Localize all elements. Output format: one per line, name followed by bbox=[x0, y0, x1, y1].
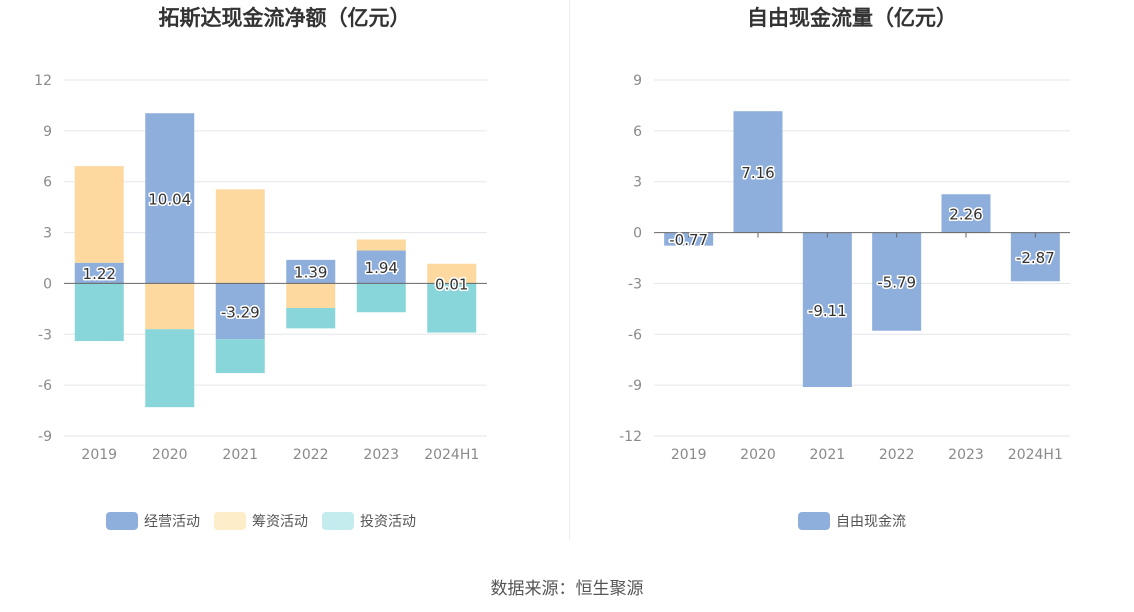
right-data-label: -9.11 bbox=[808, 302, 847, 320]
right-x-category-label: 2024H1 bbox=[1008, 447, 1063, 463]
left-bar-投资活动 bbox=[74, 283, 124, 342]
legend-item-free-cash-flow[interactable]: 自由现金流 bbox=[798, 511, 906, 531]
left-x-category-label: 2020 bbox=[152, 447, 188, 463]
left-x-category-label: 2022 bbox=[293, 447, 329, 463]
legend-swatch-investing bbox=[322, 512, 354, 530]
right-y-tick-label: 0 bbox=[633, 226, 642, 242]
right-y-tick-label: -6 bbox=[628, 327, 642, 343]
right-y-tick-label: 9 bbox=[633, 73, 642, 89]
left-bar-筹资活动 bbox=[145, 283, 195, 330]
right-bar bbox=[941, 194, 991, 233]
left-data-label: -3.29 bbox=[221, 303, 260, 321]
legend-label-free-cash-flow: 自由现金流 bbox=[836, 514, 906, 530]
legend-swatch-operating bbox=[106, 512, 138, 530]
right-data-label: -2.87 bbox=[1016, 249, 1055, 267]
right-data-label: 2.26 bbox=[949, 205, 982, 223]
left-bar-投资活动 bbox=[145, 329, 195, 408]
right-bar bbox=[1010, 232, 1060, 282]
left-y-tick-label: 9 bbox=[43, 124, 52, 140]
left-legend: 经营活动 筹资活动 投资活动 bbox=[106, 511, 430, 531]
left-bar-经营活动 bbox=[145, 113, 195, 284]
left-bar-经营活动 bbox=[215, 283, 265, 340]
right-bar bbox=[664, 232, 714, 246]
left-data-label: 1.39 bbox=[294, 264, 327, 282]
left-data-label: 0.01 bbox=[435, 275, 468, 293]
data-source-note: 数据来源：恒生聚源 bbox=[490, 579, 644, 599]
left-y-tick-label: 3 bbox=[43, 226, 52, 242]
left-y-tick-label: -3 bbox=[38, 327, 52, 343]
left-bar-投资活动 bbox=[286, 308, 336, 329]
left-bar-经营活动 bbox=[286, 259, 336, 284]
left-data-label: 1.22 bbox=[83, 265, 116, 283]
left-y-tick-label: -6 bbox=[38, 378, 52, 394]
left-y-tick-label: -9 bbox=[38, 429, 52, 445]
right-data-label: 7.16 bbox=[741, 164, 774, 182]
left-x-category-label: 2024H1 bbox=[424, 447, 479, 463]
left-bar-经营活动 bbox=[74, 262, 124, 284]
left-y-tick-label: 12 bbox=[34, 73, 52, 89]
left-x-category-label: 2021 bbox=[222, 447, 258, 463]
panel-divider bbox=[569, 0, 570, 540]
legend-item-financing[interactable]: 筹资活动 bbox=[214, 511, 308, 531]
right-x-category-label: 2021 bbox=[810, 447, 846, 463]
right-y-tick-label: -12 bbox=[619, 429, 642, 445]
left-bar-经营活动 bbox=[356, 250, 406, 284]
left-y-tick-label: 6 bbox=[43, 175, 52, 191]
right-y-tick-label: 6 bbox=[633, 124, 642, 140]
legend-label-investing: 投资活动 bbox=[360, 514, 416, 530]
legend-swatch-financing bbox=[214, 512, 246, 530]
right-y-tick-label: 3 bbox=[633, 175, 642, 191]
left-bar-筹资活动 bbox=[74, 166, 124, 263]
right-chart-title: 自由现金流量（亿元） bbox=[747, 6, 957, 30]
left-x-category-label: 2023 bbox=[363, 447, 399, 463]
right-data-label: -0.77 bbox=[669, 231, 708, 249]
right-x-category-label: 2023 bbox=[948, 447, 984, 463]
left-bar-投资活动 bbox=[356, 283, 406, 313]
right-bar bbox=[733, 111, 783, 233]
left-data-label: 10.04 bbox=[148, 190, 191, 208]
right-bar bbox=[802, 232, 852, 388]
left-data-label: 1.94 bbox=[365, 259, 398, 277]
left-bar-投资活动 bbox=[427, 283, 477, 333]
left-chart-title: 拓斯达现金流净额（亿元） bbox=[158, 6, 411, 30]
left-y-tick-label: 0 bbox=[43, 276, 52, 292]
right-data-label: -5.79 bbox=[877, 274, 916, 292]
right-x-category-label: 2022 bbox=[879, 447, 915, 463]
right-bar bbox=[872, 232, 922, 331]
right-x-category-label: 2019 bbox=[671, 447, 707, 463]
left-bar-筹资活动 bbox=[356, 239, 406, 251]
left-bar-投资活动 bbox=[215, 339, 265, 374]
legend-item-operating[interactable]: 经营活动 bbox=[106, 511, 200, 531]
legend-swatch-free-cash-flow bbox=[798, 512, 830, 530]
left-bar-筹资活动 bbox=[215, 189, 265, 284]
right-x-category-label: 2020 bbox=[740, 447, 776, 463]
left-x-category-label: 2019 bbox=[81, 447, 117, 463]
legend-label-operating: 经营活动 bbox=[144, 514, 200, 530]
right-y-tick-label: -3 bbox=[628, 276, 642, 292]
right-y-tick-label: -9 bbox=[628, 378, 642, 394]
right-legend: 自由现金流 bbox=[798, 511, 920, 531]
legend-label-financing: 筹资活动 bbox=[252, 514, 308, 530]
left-bar-筹资活动 bbox=[427, 263, 477, 284]
legend-item-investing[interactable]: 投资活动 bbox=[322, 511, 416, 531]
left-bar-筹资活动 bbox=[286, 283, 336, 309]
